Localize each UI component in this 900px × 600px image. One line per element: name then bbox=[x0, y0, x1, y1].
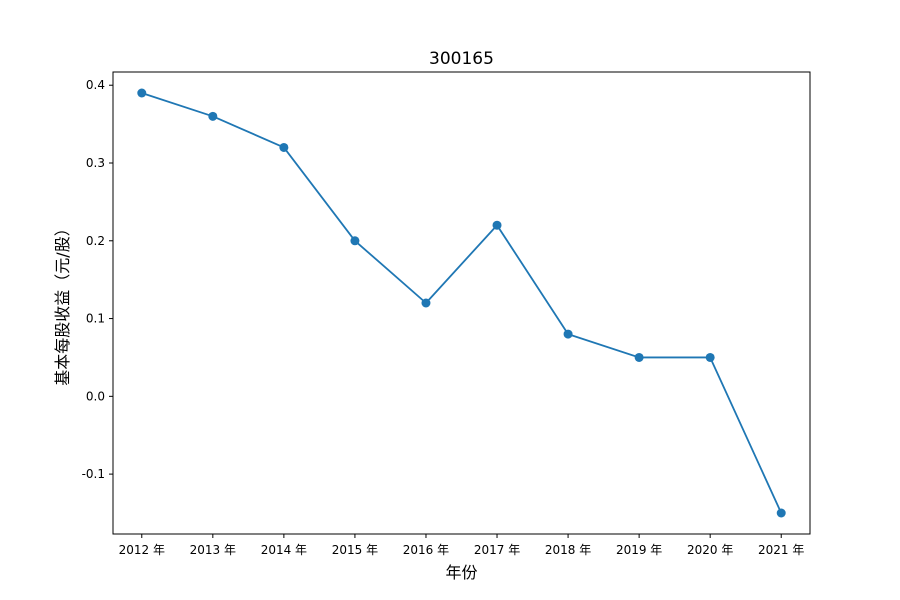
y-axis-label: 基本每股收益（元/股） bbox=[53, 220, 72, 385]
data-point bbox=[350, 236, 360, 246]
series-layer bbox=[137, 88, 786, 518]
y-tick-label: 0.2 bbox=[86, 234, 105, 248]
y-tick-label: 0.0 bbox=[86, 389, 105, 403]
x-tick-label: 2012 年 bbox=[119, 543, 165, 557]
series-line bbox=[141, 92, 783, 514]
data-point bbox=[421, 298, 431, 308]
y-tick-label: 0.4 bbox=[86, 78, 105, 92]
data-point bbox=[563, 329, 573, 339]
data-point bbox=[634, 352, 644, 362]
chart-title: 300165 bbox=[429, 49, 494, 69]
x-axis-ticks: 2012 年 2013 年 2014 年 2015 年 2016 年 2017 年 2018… bbox=[119, 534, 804, 557]
plot-frame bbox=[112, 71, 811, 535]
x-tick-label: 2021 年 bbox=[758, 543, 804, 557]
x-tick-label: 2013 年 bbox=[190, 543, 236, 557]
data-point bbox=[705, 352, 715, 362]
y-tick-label: 0.1 bbox=[86, 312, 105, 326]
plot-area bbox=[112, 71, 811, 535]
x-tick-label: 2018 年 bbox=[545, 543, 591, 557]
data-point bbox=[279, 142, 289, 152]
x-tick-label: 2016 年 bbox=[403, 543, 449, 557]
data-point bbox=[137, 88, 147, 98]
x-tick-label: 2020 年 bbox=[687, 543, 733, 557]
y-tick-label: 0.3 bbox=[86, 156, 105, 170]
x-tick-label: 2015 年 bbox=[332, 543, 378, 557]
data-point bbox=[776, 508, 786, 518]
y-tick-label: -0.1 bbox=[82, 467, 105, 481]
x-axis-label: 年份 bbox=[445, 563, 477, 582]
data-point bbox=[208, 111, 218, 121]
y-axis-ticks: -0.1 0.0 0.1 0.2 0.3 0.4 bbox=[82, 78, 113, 481]
x-tick-label: 2019 年 bbox=[616, 543, 662, 557]
data-point bbox=[492, 220, 502, 230]
x-tick-label: 2014 年 bbox=[261, 543, 307, 557]
x-tick-label: 2017 年 bbox=[474, 543, 520, 557]
